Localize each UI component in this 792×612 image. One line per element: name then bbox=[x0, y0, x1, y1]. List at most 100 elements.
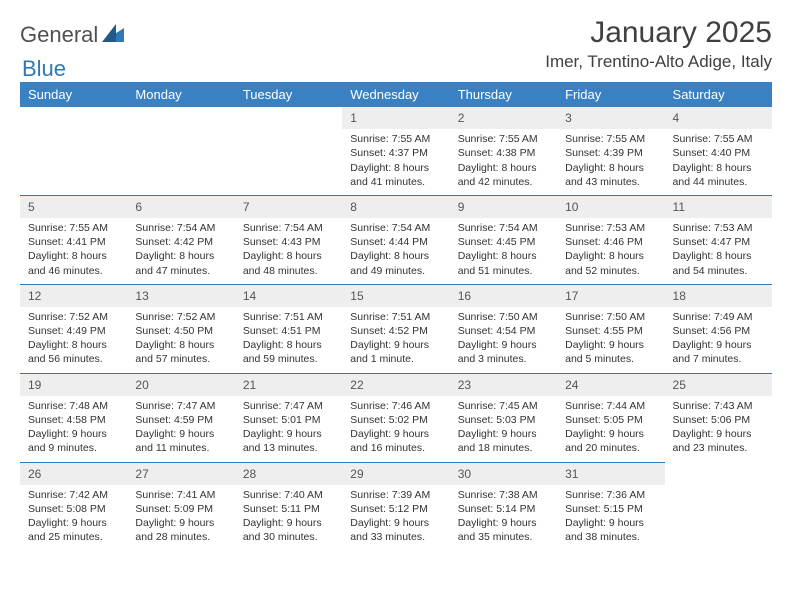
sunrise-text: Sunrise: 7:40 AM bbox=[243, 489, 323, 501]
day-number: 23 bbox=[450, 373, 557, 396]
day-number: 24 bbox=[557, 373, 664, 396]
daylight-text: Daylight: 9 hours and 1 minute. bbox=[350, 339, 429, 365]
sunset-text: Sunset: 4:49 PM bbox=[28, 325, 106, 337]
daylight-text: Daylight: 8 hours and 44 minutes. bbox=[673, 162, 752, 188]
day-number: 17 bbox=[557, 284, 664, 307]
sunset-text: Sunset: 4:55 PM bbox=[565, 325, 643, 337]
sunrise-text: Sunrise: 7:51 AM bbox=[350, 311, 430, 323]
calendar-week: 1Sunrise: 7:55 AMSunset: 4:37 PMDaylight… bbox=[20, 107, 772, 195]
title-block: January 2025 Imer, Trentino-Alto Adige, … bbox=[545, 16, 772, 72]
calendar-day: 25Sunrise: 7:43 AMSunset: 5:06 PMDayligh… bbox=[665, 373, 772, 462]
calendar-empty bbox=[235, 107, 342, 195]
sunrise-text: Sunrise: 7:55 AM bbox=[28, 222, 108, 234]
calendar-day: 16Sunrise: 7:50 AMSunset: 4:54 PMDayligh… bbox=[450, 284, 557, 373]
day-number: 2 bbox=[450, 107, 557, 129]
logo-text-1: General bbox=[20, 22, 98, 48]
sunrise-text: Sunrise: 7:41 AM bbox=[135, 489, 215, 501]
sunrise-text: Sunrise: 7:52 AM bbox=[135, 311, 215, 323]
day-number: 9 bbox=[450, 195, 557, 218]
calendar-day: 6Sunrise: 7:54 AMSunset: 4:42 PMDaylight… bbox=[127, 195, 234, 284]
weekday-header: Monday bbox=[127, 82, 234, 107]
calendar-week: 12 Sunrise: 7:52 AM Sunset: 4:49 PM Dayligh… bbox=[20, 284, 772, 373]
daylight-text: Daylight: 8 hours and 42 minutes. bbox=[458, 162, 537, 188]
day-number: 28 bbox=[235, 462, 342, 485]
daylight-text: Daylight: 9 hours and 9 minutes. bbox=[28, 428, 107, 454]
sunset-text: Sunset: 4:45 PM bbox=[458, 236, 536, 248]
weekday-header: Thursday bbox=[450, 82, 557, 107]
calendar-day: 18Sunrise: 7:49 AMSunset: 4:56 PMDayligh… bbox=[665, 284, 772, 373]
sunrise-text: Sunrise: 7:55 AM bbox=[565, 133, 645, 145]
sunrise-text: Sunrise: 7:54 AM bbox=[135, 222, 215, 234]
sunrise-text: Sunrise: 7:44 AM bbox=[565, 400, 645, 412]
calendar-day: 13Sunrise: 7:52 AMSunset: 4:50 PMDayligh… bbox=[127, 284, 234, 373]
day-body: Sunrise: 7:39 AMSunset: 5:12 PMDaylight:… bbox=[342, 485, 449, 551]
sunrise-text: Sunrise: 7:50 AM bbox=[565, 311, 645, 323]
sunset-text: Sunset: 4:54 PM bbox=[458, 325, 536, 337]
calendar-day: 12 Sunrise: 7:52 AM Sunset: 4:49 PM Dayligh… bbox=[20, 284, 127, 373]
weekday-header: Sunday bbox=[20, 82, 127, 107]
day-body: Sunrise: 7:49 AMSunset: 4:56 PMDaylight:… bbox=[665, 307, 772, 373]
day-body: Sunrise: 7:50 AMSunset: 4:54 PMDaylight:… bbox=[450, 307, 557, 373]
calendar-day: 4Sunrise: 7:55 AMSunset: 4:40 PMDaylight… bbox=[665, 107, 772, 195]
calendar-day: 27Sunrise: 7:41 AMSunset: 5:09 PMDayligh… bbox=[127, 462, 234, 551]
calendar-day: 3Sunrise: 7:55 AMSunset: 4:39 PMDaylight… bbox=[557, 107, 664, 195]
sunset-text: Sunset: 5:06 PM bbox=[673, 414, 751, 426]
month-title: January 2025 bbox=[545, 16, 772, 50]
sunrise-text: Sunrise: 7:55 AM bbox=[350, 133, 430, 145]
sunset-text: Sunset: 4:47 PM bbox=[673, 236, 751, 248]
sunrise-text: Sunrise: 7:52 AM bbox=[28, 311, 108, 323]
sunset-text: Sunset: 4:38 PM bbox=[458, 147, 536, 159]
day-body: Sunrise: 7:47 AMSunset: 5:01 PMDaylight:… bbox=[235, 396, 342, 462]
calendar-week: 5Sunrise: 7:55 AMSunset: 4:41 PMDaylight… bbox=[20, 195, 772, 284]
day-body: Sunrise: 7:45 AMSunset: 5:03 PMDaylight:… bbox=[450, 396, 557, 462]
calendar-table: SundayMondayTuesdayWednesdayThursdayFrid… bbox=[20, 82, 772, 550]
sunrise-text: Sunrise: 7:49 AM bbox=[673, 311, 753, 323]
day-number: 1 bbox=[342, 107, 449, 129]
day-body: Sunrise: 7:53 AMSunset: 4:47 PMDaylight:… bbox=[665, 218, 772, 284]
daylight-text: Daylight: 9 hours and 18 minutes. bbox=[458, 428, 537, 454]
day-body: Sunrise: 7:53 AMSunset: 4:46 PMDaylight:… bbox=[557, 218, 664, 284]
day-number: 4 bbox=[665, 107, 772, 129]
calendar-day: 7Sunrise: 7:54 AMSunset: 4:43 PMDaylight… bbox=[235, 195, 342, 284]
day-body: Sunrise: 7:54 AMSunset: 4:42 PMDaylight:… bbox=[127, 218, 234, 284]
day-body: Sunrise: 7:51 AMSunset: 4:51 PMDaylight:… bbox=[235, 307, 342, 373]
sunset-text: Sunset: 5:11 PM bbox=[243, 503, 320, 515]
calendar-day: 1Sunrise: 7:55 AMSunset: 4:37 PMDaylight… bbox=[342, 107, 449, 195]
sunrise-text: Sunrise: 7:47 AM bbox=[243, 400, 323, 412]
day-body: Sunrise: 7:55 AMSunset: 4:41 PMDaylight:… bbox=[20, 218, 127, 284]
sunset-text: Sunset: 4:59 PM bbox=[135, 414, 213, 426]
daylight-text: Daylight: 8 hours and 41 minutes. bbox=[350, 162, 429, 188]
calendar-empty bbox=[665, 462, 772, 551]
daylight-text: Daylight: 8 hours and 43 minutes. bbox=[565, 162, 644, 188]
daylight-text: Daylight: 9 hours and 35 minutes. bbox=[458, 517, 537, 543]
daylight-text: Daylight: 9 hours and 11 minutes. bbox=[135, 428, 214, 454]
sunrise-text: Sunrise: 7:53 AM bbox=[565, 222, 645, 234]
calendar-day: 17Sunrise: 7:50 AMSunset: 4:55 PMDayligh… bbox=[557, 284, 664, 373]
weekday-header: Tuesday bbox=[235, 82, 342, 107]
daylight-text: Daylight: 8 hours and 47 minutes. bbox=[135, 250, 214, 276]
calendar-body: 1Sunrise: 7:55 AMSunset: 4:37 PMDaylight… bbox=[20, 107, 772, 550]
weekday-header: Wednesday bbox=[342, 82, 449, 107]
day-body: Sunrise: 7:48 AMSunset: 4:58 PMDaylight:… bbox=[20, 396, 127, 462]
sunrise-text: Sunrise: 7:53 AM bbox=[673, 222, 753, 234]
sunrise-text: Sunrise: 7:48 AM bbox=[28, 400, 108, 412]
day-number: 14 bbox=[235, 284, 342, 307]
day-number: 26 bbox=[20, 462, 127, 485]
sunrise-text: Sunrise: 7:55 AM bbox=[458, 133, 538, 145]
daylight-text: Daylight: 9 hours and 16 minutes. bbox=[350, 428, 429, 454]
sunset-text: Sunset: 5:09 PM bbox=[135, 503, 213, 515]
calendar-day: 28Sunrise: 7:40 AMSunset: 5:11 PMDayligh… bbox=[235, 462, 342, 551]
day-number: 3 bbox=[557, 107, 664, 129]
sunset-text: Sunset: 5:02 PM bbox=[350, 414, 428, 426]
day-number: 12 bbox=[20, 284, 127, 307]
day-number: 13 bbox=[127, 284, 234, 307]
daylight-text: Daylight: 8 hours and 57 minutes. bbox=[135, 339, 214, 365]
daylight-text: Daylight: 8 hours and 56 minutes. bbox=[28, 339, 107, 365]
sunrise-text: Sunrise: 7:42 AM bbox=[28, 489, 108, 501]
logo-text-2: Blue bbox=[22, 56, 66, 81]
daylight-text: Daylight: 9 hours and 20 minutes. bbox=[565, 428, 644, 454]
day-body: Sunrise: 7:43 AMSunset: 5:06 PMDaylight:… bbox=[665, 396, 772, 462]
sunset-text: Sunset: 4:56 PM bbox=[673, 325, 751, 337]
sunset-text: Sunset: 4:52 PM bbox=[350, 325, 428, 337]
sunrise-text: Sunrise: 7:47 AM bbox=[135, 400, 215, 412]
